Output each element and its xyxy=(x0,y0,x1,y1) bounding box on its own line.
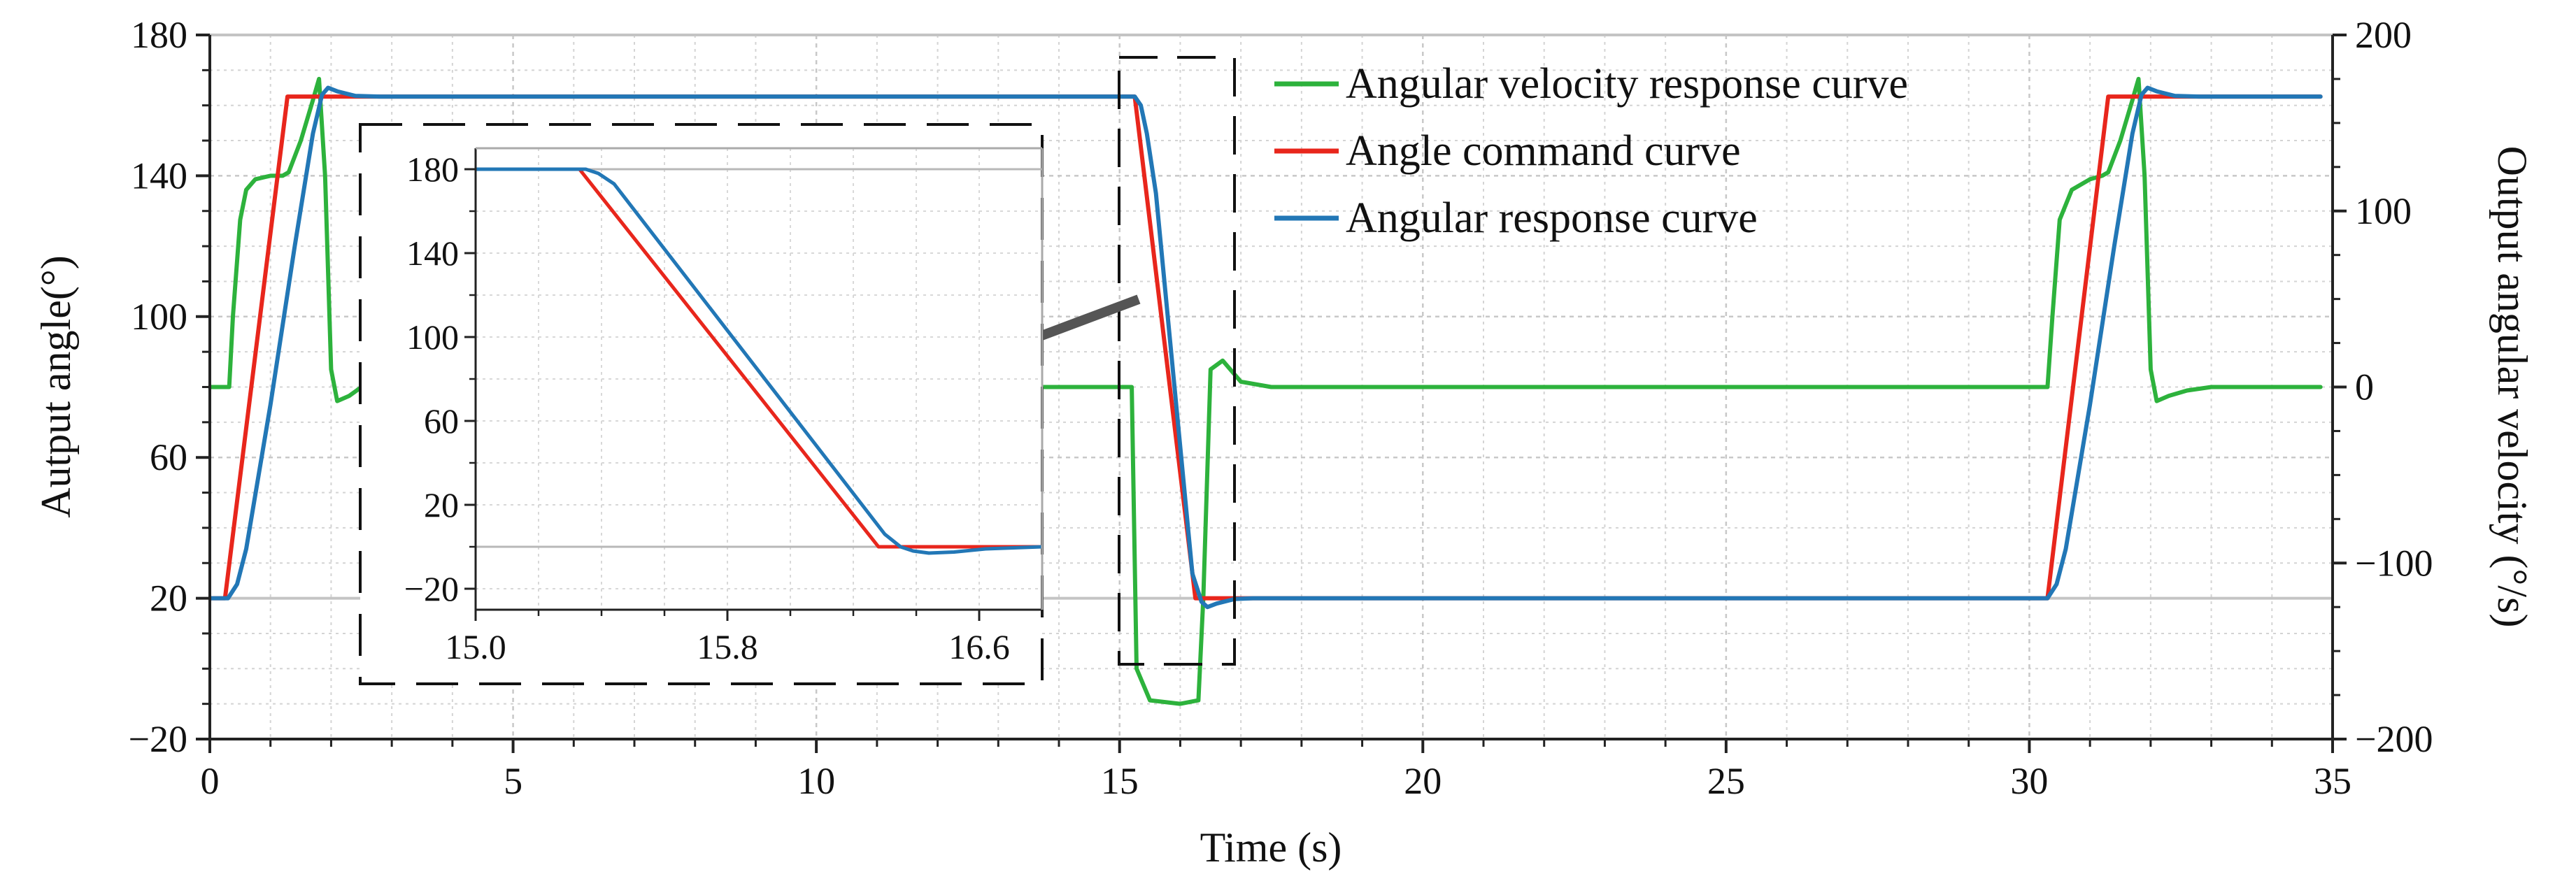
inset-background xyxy=(360,124,1042,684)
x-tick-label: 5 xyxy=(504,760,522,802)
x-tick-label: 35 xyxy=(2314,760,2351,802)
inset-x-tick-label: 15.8 xyxy=(697,627,758,666)
inset-y-tick-label: −20 xyxy=(404,569,459,608)
inset-y-tick-label: 20 xyxy=(424,485,459,524)
y-right-tick-label: 100 xyxy=(2355,190,2412,232)
angular-velocity-response-curve-line xyxy=(208,76,2323,706)
y-right-tick-label: −200 xyxy=(2355,718,2433,760)
inset-zoom-chart: 15.0 15.8 16.6 −20 20 60 100 140 180 xyxy=(359,123,1044,685)
angle-command-curve-line xyxy=(208,94,2323,601)
inset-x-tick-label: 16.6 xyxy=(948,627,1010,666)
x-axis-title: Time (s) xyxy=(1200,824,1342,871)
x-tick-label: 15 xyxy=(1101,760,1139,802)
y-left-tick-label: 140 xyxy=(131,155,187,196)
inset-series-group xyxy=(476,167,1043,555)
y-left-tick-label: 20 xyxy=(150,578,187,620)
x-tick-label: 25 xyxy=(1707,760,1745,802)
y-right-tick-label: −100 xyxy=(2355,542,2433,584)
y-left-tick-label: 100 xyxy=(131,296,187,338)
inset-angular-response-curve-line xyxy=(476,167,1043,555)
x-tick-label: 10 xyxy=(797,760,835,802)
inset-ticks: 15.0 15.8 16.6 −20 20 60 100 140 180 xyxy=(404,150,1044,666)
inset-y-tick-label: 140 xyxy=(406,234,459,273)
y-left-tick-label: 180 xyxy=(131,14,187,56)
y-right-tick-label: 0 xyxy=(2355,366,2374,408)
main-ticks: 0 5 10 15 20 25 30 35 −20 20 60 100 140 180 −200 −100 0 1… xyxy=(129,14,2433,802)
legend-label-angular-velocity-response-curve: Angular velocity response curve xyxy=(1346,60,1908,108)
legend-label-angular-response-curve: Angular response curve xyxy=(1346,194,1758,242)
x-tick-label: 20 xyxy=(1404,760,1442,802)
y-left-tick-label: 60 xyxy=(150,436,187,478)
legend: Angular velocity response curve Angle com… xyxy=(1274,60,1908,242)
left-y-axis-title: Autput angle(°) xyxy=(33,255,79,518)
inset-x-tick-label: 15.0 xyxy=(445,627,506,666)
angular-response-curve-line xyxy=(208,85,2323,610)
legend-label-angle-command-curve: Angle command curve xyxy=(1346,127,1741,175)
x-tick-label: 0 xyxy=(201,760,220,802)
main-series-group xyxy=(208,76,2323,706)
inset-y-tick-label: 180 xyxy=(406,150,459,189)
x-tick-label: 30 xyxy=(2010,760,2048,802)
zoom-region-box xyxy=(1118,56,1236,666)
y-right-tick-label: 200 xyxy=(2355,14,2412,56)
inset-y-tick-label: 100 xyxy=(406,317,459,357)
y-left-tick-label: −20 xyxy=(129,718,187,760)
right-y-axis-title: Output angular velocity (°/s) xyxy=(2489,146,2535,628)
inset-y-tick-label: 60 xyxy=(424,401,459,441)
